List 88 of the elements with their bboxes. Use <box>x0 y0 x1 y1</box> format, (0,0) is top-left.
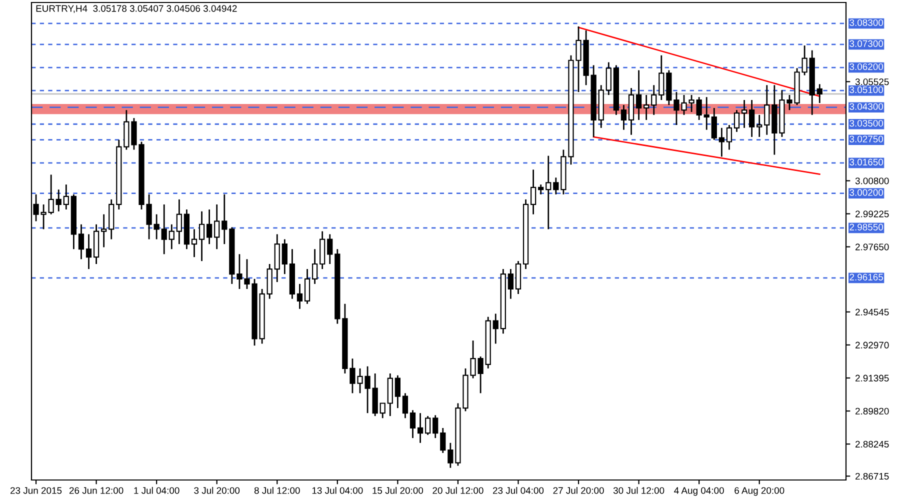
candlestick <box>764 84 770 136</box>
candlestick <box>553 176 559 196</box>
candlestick <box>394 374 400 409</box>
y-tick-label: 2.99225 <box>856 210 889 218</box>
candlestick <box>816 83 822 104</box>
candlestick <box>620 104 627 130</box>
ref-line-label: 2.98550 <box>850 224 884 230</box>
ref-line-label: 2.96165 <box>850 274 883 280</box>
x-tick-label: 8 Jul 12:00 <box>254 486 300 494</box>
candlestick <box>734 109 740 133</box>
candlestick <box>63 184 69 210</box>
y-tick-label: 2.91395 <box>856 374 889 382</box>
candlestick <box>312 248 318 285</box>
x-tick-label: 15 Jul 20:00 <box>372 486 424 494</box>
candlestick <box>749 99 755 138</box>
candlestick <box>711 107 717 141</box>
y-tick-label: 3.00800 <box>855 178 889 184</box>
x-tick-label: 6 Aug 20:00 <box>734 487 784 496</box>
ref-line-label: 3.02750 <box>850 136 884 142</box>
candlestick <box>410 409 416 439</box>
candlestick <box>214 204 220 250</box>
candlestick <box>417 412 424 444</box>
candlestick <box>696 96 702 121</box>
candlestick <box>222 194 228 245</box>
candlestick <box>402 392 408 419</box>
x-tick-label: 23 Jul 04:00 <box>492 486 544 494</box>
candlestick <box>718 127 724 158</box>
candlestick <box>206 208 212 245</box>
ref-line-label: 3.05100 <box>850 86 884 94</box>
candlestick <box>432 414 438 439</box>
y-tick-label: 2.88245 <box>856 440 889 448</box>
x-tick-label: 26 Jun 12:00 <box>69 487 124 494</box>
candlestick <box>101 214 107 248</box>
ref-line-label: 3.06200 <box>850 63 884 70</box>
x-tick-label: 27 Jul 20:00 <box>553 486 604 494</box>
candlestick <box>651 84 657 116</box>
y-tick-label: 2.92970 <box>856 342 889 348</box>
candlestick <box>704 96 710 130</box>
ref-line-label: 3.03500 <box>850 120 884 127</box>
x-tick-label: 20 Jul 12:00 <box>432 486 484 494</box>
candlestick <box>327 234 333 265</box>
candlestick <box>304 268 310 305</box>
y-tick-label: 2.97650 <box>856 244 889 250</box>
x-tick-label: 1 Jul 04:00 <box>134 486 180 494</box>
candlestick <box>726 124 732 150</box>
candlestick <box>756 114 762 138</box>
candlestick <box>161 204 167 255</box>
candlestick <box>636 70 642 121</box>
ref-line-label: 3.00200 <box>850 189 884 196</box>
candlestick <box>425 415 431 436</box>
candlestick <box>282 238 288 275</box>
candlestick <box>48 174 54 215</box>
y-tick-label: 3.05525 <box>855 78 889 86</box>
chart-title: EURTRY,H4 3.05178 3.05407 3.04506 3.04942 <box>36 5 237 13</box>
candlestick <box>78 224 84 260</box>
x-tick-label: 3 Jul 20:00 <box>194 486 240 494</box>
x-tick-label: 13 Jul 04:00 <box>312 486 363 494</box>
candlestick <box>478 356 484 394</box>
candlestick <box>606 62 612 96</box>
candlestick <box>741 99 748 129</box>
candlestick <box>176 198 182 245</box>
y-tick-label: 2.94545 <box>856 308 889 316</box>
candlestick <box>448 442 454 469</box>
candlestick <box>644 94 650 121</box>
y-tick-label: 2.86715 <box>856 472 889 480</box>
candlestick <box>508 268 514 300</box>
x-tick-label: 4 Aug 04:00 <box>674 487 724 496</box>
ref-line-label: 3.08300 <box>850 19 884 26</box>
candlestick <box>658 54 664 101</box>
x-tick-label: 23 Jun 2015 <box>10 487 62 494</box>
candlestick <box>56 188 62 212</box>
candlestick <box>492 313 498 344</box>
ref-line-label: 3.01650 <box>850 158 884 166</box>
y-tick-label: 2.89820 <box>856 408 889 415</box>
candlestick <box>154 214 160 240</box>
ref-line-label: 3.04300 <box>850 103 884 110</box>
candlestick <box>530 168 536 215</box>
candlestick <box>198 210 205 262</box>
candlestick <box>538 184 544 196</box>
candlestick <box>191 228 198 258</box>
ref-line-label: 3.07300 <box>850 40 884 47</box>
candlestick <box>546 155 552 230</box>
candlestick <box>168 224 174 250</box>
candlestick <box>296 283 303 310</box>
x-tick-label: 30 Jul 12:00 <box>613 486 664 494</box>
candlestick <box>440 427 446 454</box>
candlestick <box>380 402 386 419</box>
candlestick <box>86 234 92 270</box>
